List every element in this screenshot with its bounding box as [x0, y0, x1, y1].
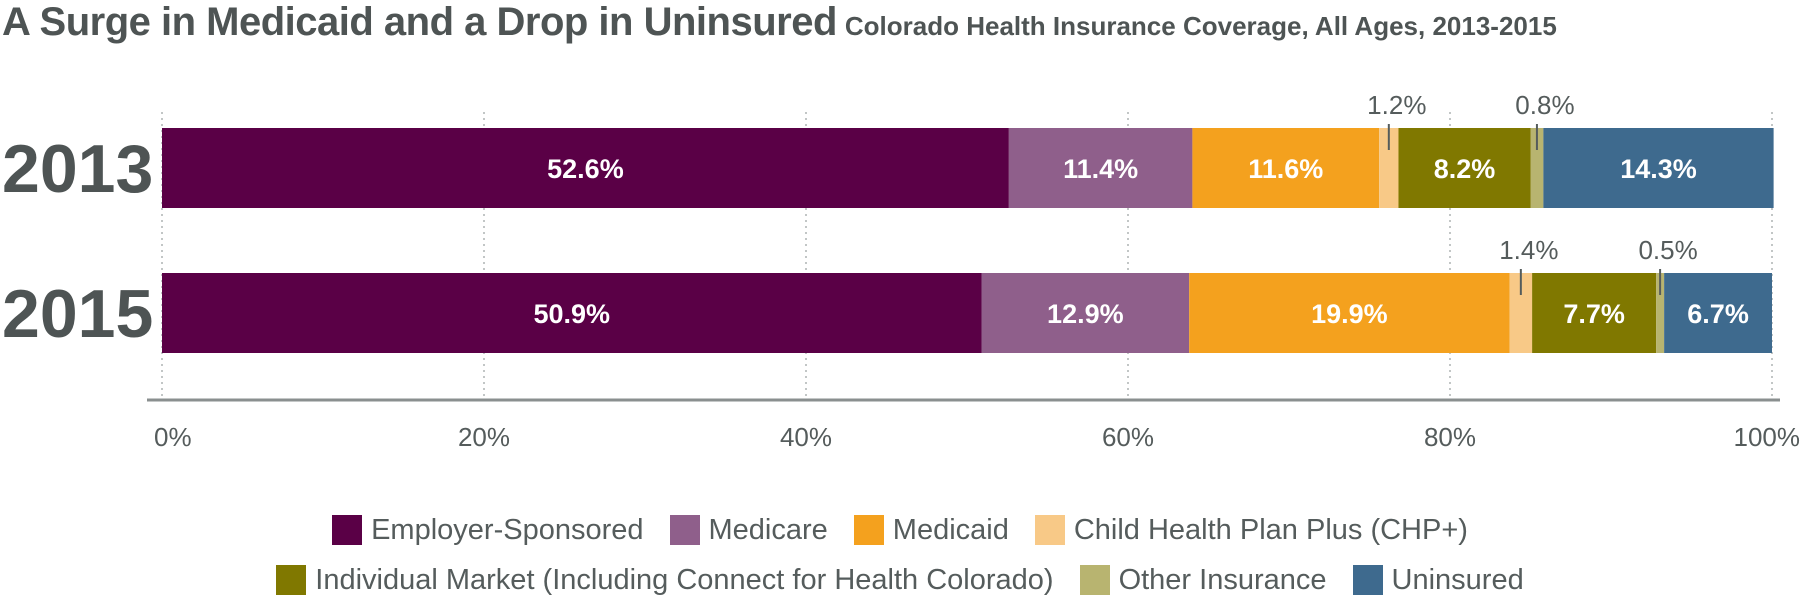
legend-swatch: [332, 515, 362, 545]
x-tick-label: 0%: [154, 422, 192, 452]
legend-item: Child Health Plan Plus (CHP+): [1035, 514, 1468, 547]
legend-swatch: [854, 515, 884, 545]
data-label: 1.2%: [1367, 90, 1426, 120]
data-label: 0.5%: [1638, 235, 1697, 265]
x-tick-label: 40%: [780, 422, 832, 452]
legend-item: Other Insurance: [1080, 564, 1327, 597]
data-label: 11.4%: [1063, 154, 1138, 184]
data-label: 19.9%: [1311, 299, 1388, 329]
data-label: 0.8%: [1515, 90, 1574, 120]
legend-item: Uninsured: [1353, 564, 1524, 597]
data-label: 50.9%: [533, 299, 610, 329]
data-label: 7.7%: [1563, 299, 1625, 329]
legend-label: Employer-Sponsored: [371, 514, 643, 547]
legend-label: Other Insurance: [1119, 564, 1327, 597]
legend-label: Medicare: [709, 514, 828, 547]
category-label: 2013: [2, 131, 153, 207]
legend-item: Medicare: [670, 514, 828, 547]
legend-swatch: [276, 565, 306, 595]
legend-swatch: [1353, 565, 1383, 595]
legend-swatch: [1080, 565, 1110, 595]
data-label: 14.3%: [1620, 154, 1697, 184]
data-label: 12.9%: [1047, 299, 1124, 329]
legend-swatch: [670, 515, 700, 545]
stacked-bar-chart: 0% 20% 40% 60% 80% 100% 2013 52.6% 11.4% 11.6% 1.2…: [0, 0, 1800, 500]
data-label: 1.4%: [1499, 235, 1558, 265]
x-tick-label: 60%: [1102, 422, 1154, 452]
legend-row: Individual Market (Including Connect for…: [0, 555, 1800, 605]
legend-label: Individual Market (Including Connect for…: [315, 564, 1053, 597]
legend-label: Child Health Plan Plus (CHP+): [1074, 514, 1468, 547]
category-label: 2015: [2, 276, 153, 352]
data-label: 52.6%: [547, 154, 624, 184]
data-label: 8.2%: [1434, 154, 1496, 184]
legend-item: Employer-Sponsored: [332, 514, 643, 547]
x-tick-label: 20%: [458, 422, 510, 452]
legend-item: Medicaid: [854, 514, 1009, 547]
x-tick-label: 80%: [1424, 422, 1476, 452]
legend: Employer-Sponsored Medicare Medicaid Child …: [0, 505, 1800, 605]
x-tick-label: 100%: [1734, 422, 1800, 452]
legend-label: Medicaid: [893, 514, 1009, 547]
legend-item: Individual Market (Including Connect for…: [276, 564, 1053, 597]
data-label: 11.6%: [1248, 154, 1323, 184]
legend-row: Employer-Sponsored Medicare Medicaid Child …: [0, 505, 1800, 555]
legend-swatch: [1035, 515, 1065, 545]
legend-label: Uninsured: [1392, 564, 1524, 597]
data-label: 6.7%: [1687, 299, 1749, 329]
